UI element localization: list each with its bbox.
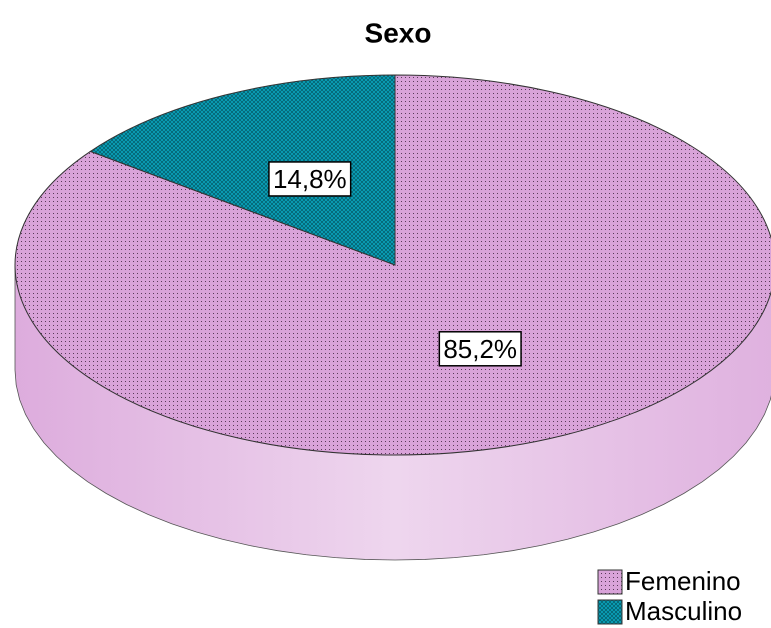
chart-title: Sexo (365, 17, 432, 48)
pie-slice (14, 74, 771, 456)
data-label: 85,2% (443, 334, 517, 364)
data-label: 14,8% (273, 164, 347, 194)
data-label-box (268, 161, 352, 197)
pie-slice (89, 74, 396, 266)
legend-label: Femenino (625, 566, 741, 596)
legend-label: Masculino (625, 596, 742, 626)
data-label-box (438, 331, 522, 367)
legend-swatch (597, 569, 623, 595)
legend-swatch (597, 599, 623, 625)
